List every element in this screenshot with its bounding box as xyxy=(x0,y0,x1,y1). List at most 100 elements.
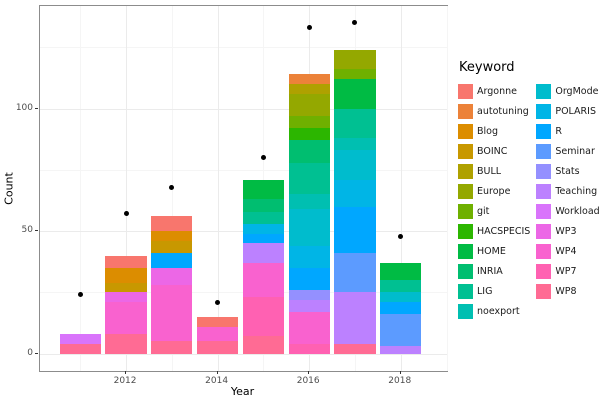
legend-key-label: HACSPECIS xyxy=(477,226,531,237)
bar-segment-teaching xyxy=(380,346,422,354)
bar-segment-wp4 xyxy=(288,311,330,344)
gridline-minor-x xyxy=(446,6,448,371)
bar-segment-orgmode xyxy=(288,209,330,246)
legend-key-swatch xyxy=(458,164,473,179)
legend-columns: Argonne autotuning Blog BOINC BULL Europe git H… xyxy=(458,84,600,319)
bar-segment-hacspecis xyxy=(288,128,330,141)
bar-segment-r xyxy=(380,302,422,315)
bar-segment-polaris xyxy=(334,179,376,207)
legend-item-inria: INRIA xyxy=(458,264,530,279)
legend-key-label: git xyxy=(477,206,490,217)
data-point xyxy=(260,155,266,161)
legend-key-label: WP8 xyxy=(555,286,577,297)
legend-item-noexport: noexport xyxy=(458,304,530,319)
legend-key-label: OrgMode xyxy=(555,86,599,97)
legend-key-swatch xyxy=(458,264,473,279)
bar-segment-wp8 xyxy=(334,343,376,354)
bar-segment-r xyxy=(151,253,193,268)
legend-item-argonne: Argonne xyxy=(458,84,530,99)
x-tick xyxy=(308,371,310,374)
x-tick-label: 2012 xyxy=(113,376,137,386)
legend-key-swatch xyxy=(458,204,473,219)
bar-segment-r xyxy=(334,206,376,254)
legend-key-label: Workload xyxy=(555,206,600,217)
legend-key-swatch xyxy=(536,144,552,159)
bar-segment-seminar xyxy=(380,314,422,347)
bar-segment-noexport xyxy=(288,194,330,210)
bar-segment-wp4 xyxy=(105,302,147,334)
bar-segment-home xyxy=(334,79,376,109)
bar-segment-lig xyxy=(288,162,330,195)
gridline-minor-x xyxy=(80,6,82,371)
data-point xyxy=(352,20,358,26)
legend-key-swatch xyxy=(536,184,552,199)
data-point xyxy=(77,292,83,298)
bar-segment-wp8 xyxy=(59,343,101,354)
legend: Keyword Argonne autotuning Blog BOINC BULL Eu… xyxy=(458,60,600,319)
data-point xyxy=(215,299,221,305)
legend-key-swatch xyxy=(458,124,473,139)
legend-key-swatch xyxy=(536,284,552,299)
legend-item-autotuning: autotuning xyxy=(458,104,530,119)
x-tick-label: 2014 xyxy=(205,376,229,386)
legend-key-label: WP4 xyxy=(555,246,577,257)
bar-segment-inria xyxy=(288,140,330,163)
legend-item-workload: Workload xyxy=(536,204,600,219)
legend-key-label: WP3 xyxy=(555,226,577,237)
bar-segment-lig xyxy=(242,211,285,224)
bar-segment-wp4 xyxy=(151,285,193,342)
legend-item-orgmode: OrgMode xyxy=(536,84,600,99)
legend-item-stats: Stats xyxy=(536,164,600,179)
bar-segment-boinc xyxy=(151,240,193,254)
legend-key-label: WP7 xyxy=(555,266,577,277)
x-tick xyxy=(125,371,127,374)
legend-key-swatch xyxy=(536,204,552,219)
bar-segment-wp3 xyxy=(151,267,193,285)
bar-segment-home xyxy=(380,262,422,281)
legend-item-wp8: WP8 xyxy=(536,284,600,299)
legend-item-wp7: WP7 xyxy=(536,264,600,279)
legend-key-label: HOME xyxy=(477,246,506,257)
legend-key-swatch xyxy=(458,184,473,199)
y-tick-label: 100 xyxy=(15,102,33,113)
bar-segment-teaching xyxy=(288,299,330,312)
bar-segment-r xyxy=(288,267,330,290)
bar-segment-boinc xyxy=(105,282,147,293)
legend-key-label: autotuning xyxy=(477,106,529,117)
bar-segment-workload xyxy=(59,334,101,344)
bar-segment-argonne xyxy=(197,316,239,327)
gridline-major-x xyxy=(217,6,219,371)
legend-item-wp4: WP4 xyxy=(536,244,600,259)
bar-segment-wp8 xyxy=(105,334,147,354)
legend-key-swatch xyxy=(458,284,473,299)
legend-column: Argonne autotuning Blog BOINC BULL Europe git H… xyxy=(458,84,530,319)
bar-segment-wp7 xyxy=(288,343,330,354)
x-axis-title: Year xyxy=(230,385,255,398)
legend-key-label: R xyxy=(555,126,562,137)
bar-segment-argonne xyxy=(105,255,147,268)
y-tick xyxy=(35,230,38,232)
bar-segment-stats xyxy=(288,289,330,300)
legend-key-swatch xyxy=(536,104,552,119)
bar-segment-r xyxy=(242,233,285,244)
bar-segment-wp3 xyxy=(105,292,147,303)
bar-segment-argonne xyxy=(151,216,193,232)
y-tick xyxy=(35,352,38,354)
bar-segment-europe xyxy=(288,93,330,116)
data-point xyxy=(306,25,312,31)
bar-segment-git xyxy=(334,69,376,80)
legend-item-hacspecis: HACSPECIS xyxy=(458,224,530,239)
data-point xyxy=(169,184,175,190)
bar-segment-bull xyxy=(288,84,330,94)
bar-segment-home xyxy=(242,179,285,200)
bar-segment-inria xyxy=(242,199,285,212)
legend-key-swatch xyxy=(536,84,552,99)
bar-segment-blog xyxy=(151,231,193,241)
legend-key-label: Blog xyxy=(477,126,498,137)
legend-key-label: BULL xyxy=(477,166,502,177)
x-tick xyxy=(216,371,218,374)
bar-segment-blog xyxy=(105,267,147,283)
x-tick-label: 2016 xyxy=(296,376,320,386)
y-tick xyxy=(35,107,38,109)
legend-key-label: Argonne xyxy=(477,86,517,97)
